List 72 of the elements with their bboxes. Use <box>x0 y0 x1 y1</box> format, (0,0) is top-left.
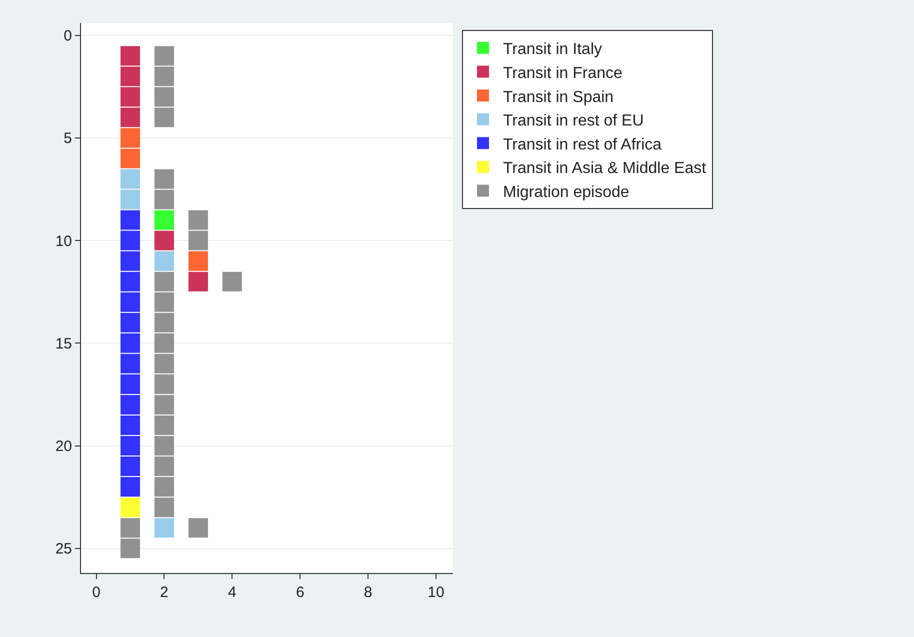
point <box>120 148 140 168</box>
point <box>154 394 174 414</box>
point <box>154 190 174 210</box>
point <box>120 66 140 86</box>
y-tick-label: 5 <box>64 130 72 148</box>
point <box>120 477 140 497</box>
point <box>154 46 174 66</box>
point <box>154 292 174 312</box>
point <box>188 272 208 292</box>
point <box>188 230 208 250</box>
point <box>154 251 174 271</box>
x-tick-label: 8 <box>364 584 372 601</box>
point <box>120 87 140 107</box>
x-tick-label: 10 <box>428 584 444 601</box>
y-tick-label: 10 <box>55 232 72 250</box>
point <box>120 436 140 456</box>
point <box>120 292 140 312</box>
point <box>120 190 140 210</box>
x-tick-label: 0 <box>92 584 100 601</box>
legend-label: Transit in Italy <box>503 41 602 58</box>
point <box>120 333 140 353</box>
x-tick-label: 6 <box>296 584 304 601</box>
point <box>120 128 140 148</box>
point <box>154 498 174 518</box>
point <box>154 108 174 128</box>
y-tick-label: 0 <box>64 28 72 45</box>
point <box>154 312 174 332</box>
point <box>154 210 174 230</box>
point <box>154 169 174 189</box>
point <box>120 538 140 558</box>
y-tick-label: 25 <box>55 540 72 558</box>
point <box>120 518 140 538</box>
point <box>120 354 140 374</box>
point <box>120 210 140 230</box>
point <box>120 46 140 66</box>
point <box>120 169 140 189</box>
point <box>120 456 140 476</box>
legend-label: Transit in Spain <box>503 88 614 106</box>
point <box>120 108 140 128</box>
legend-label: Transit in rest of EU <box>503 112 644 130</box>
x-tick-label: 4 <box>228 584 236 601</box>
y-tick-label: 20 <box>55 438 72 456</box>
point <box>154 477 174 497</box>
point <box>120 498 140 518</box>
point <box>154 66 174 86</box>
point <box>154 87 174 107</box>
legend-label: Migration episode <box>503 184 630 201</box>
point <box>154 272 174 292</box>
point <box>120 415 140 435</box>
point <box>120 394 140 414</box>
legend-label: Transit in Asia & Middle East <box>503 160 707 178</box>
point <box>188 518 208 538</box>
point <box>120 230 140 250</box>
point <box>120 251 140 271</box>
point <box>154 415 174 435</box>
point <box>154 518 174 538</box>
point <box>120 272 140 292</box>
point <box>154 230 174 250</box>
y-tick-label: 15 <box>55 335 72 352</box>
point <box>154 333 174 353</box>
point <box>222 272 242 292</box>
x-tick-label: 2 <box>160 584 168 601</box>
legend-label: Transit in France <box>503 64 623 82</box>
point <box>188 210 208 230</box>
point <box>120 312 140 332</box>
legend-label: Transit in rest of Africa <box>503 136 662 154</box>
point <box>154 456 174 476</box>
point <box>154 354 174 374</box>
point <box>188 251 208 271</box>
point <box>120 374 140 394</box>
point <box>154 436 174 456</box>
point <box>154 374 174 394</box>
